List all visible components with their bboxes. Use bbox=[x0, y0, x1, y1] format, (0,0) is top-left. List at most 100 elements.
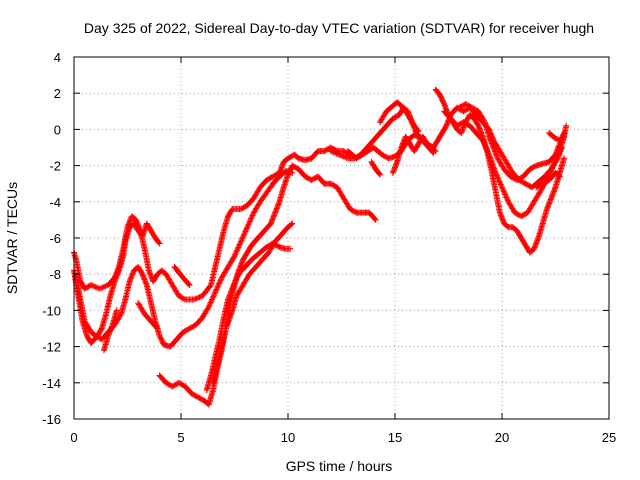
data-point bbox=[82, 284, 89, 291]
data-point bbox=[528, 165, 535, 172]
data-point bbox=[426, 142, 433, 149]
data-point bbox=[290, 163, 297, 170]
data-point bbox=[90, 283, 97, 290]
data-point bbox=[163, 379, 170, 386]
data-point bbox=[196, 294, 203, 301]
data-point bbox=[239, 234, 246, 241]
series-arc-9 bbox=[210, 220, 296, 386]
data-point bbox=[515, 211, 522, 218]
series-arc-14 bbox=[389, 104, 497, 176]
data-point bbox=[291, 164, 298, 171]
data-point bbox=[430, 149, 437, 156]
data-point bbox=[157, 334, 164, 341]
data-point bbox=[289, 162, 296, 169]
data-point bbox=[469, 104, 476, 111]
chart-title: Day 325 of 2022, Sidereal Day-to-day VTE… bbox=[84, 20, 594, 36]
data-point bbox=[156, 332, 163, 339]
data-point bbox=[558, 144, 565, 151]
data-point bbox=[243, 225, 250, 232]
y-axis-label: SDTVAR / TECUs bbox=[4, 182, 20, 294]
y-tick-label: -14 bbox=[42, 376, 61, 391]
axis-ticks bbox=[73, 56, 610, 420]
data-point bbox=[350, 208, 357, 215]
data-point bbox=[267, 174, 274, 181]
data-point bbox=[85, 283, 92, 290]
data-point bbox=[98, 326, 105, 333]
data-point bbox=[205, 305, 212, 312]
data-point bbox=[170, 382, 177, 389]
data-point bbox=[138, 269, 145, 276]
data-point bbox=[195, 394, 202, 401]
series-arc-6 bbox=[171, 263, 193, 289]
data-point bbox=[481, 140, 488, 147]
data-point bbox=[493, 172, 500, 179]
data-point bbox=[436, 92, 443, 99]
data-point bbox=[211, 290, 218, 297]
data-point bbox=[166, 381, 173, 388]
data-point bbox=[239, 205, 246, 212]
data-point bbox=[334, 151, 341, 158]
data-point bbox=[212, 289, 219, 296]
data-point bbox=[177, 293, 184, 300]
data-point bbox=[240, 204, 247, 211]
data-point bbox=[501, 190, 508, 197]
data-point bbox=[158, 336, 165, 343]
data-point bbox=[467, 103, 474, 110]
data-point bbox=[92, 332, 99, 339]
data-point bbox=[559, 134, 566, 141]
data-point bbox=[243, 227, 250, 234]
data-point bbox=[287, 166, 294, 173]
data-point bbox=[376, 170, 383, 177]
data-point bbox=[327, 148, 334, 155]
y-tick-label: -12 bbox=[42, 340, 61, 355]
data-point bbox=[99, 284, 106, 291]
data-point bbox=[180, 295, 187, 302]
data-point bbox=[492, 169, 499, 176]
data-point bbox=[518, 178, 525, 185]
data-point bbox=[511, 209, 518, 216]
data-point bbox=[217, 277, 224, 284]
data-point bbox=[205, 303, 212, 310]
data-point bbox=[534, 183, 541, 190]
data-point bbox=[438, 95, 445, 102]
data-point bbox=[210, 293, 217, 300]
data-point bbox=[555, 172, 562, 179]
data-point bbox=[156, 240, 163, 247]
data-point bbox=[193, 393, 200, 400]
data-point bbox=[235, 244, 242, 251]
data-point bbox=[497, 179, 504, 186]
data-point bbox=[215, 282, 222, 289]
data-point bbox=[377, 171, 384, 178]
data-point bbox=[442, 123, 449, 130]
data-point bbox=[331, 182, 338, 189]
data-point bbox=[244, 224, 251, 231]
y-tick-label: 4 bbox=[54, 50, 61, 65]
data-point bbox=[178, 381, 185, 388]
y-tick-label: -6 bbox=[49, 231, 61, 246]
data-point bbox=[207, 283, 214, 290]
x-tick-label: 0 bbox=[70, 430, 77, 445]
data-point bbox=[153, 324, 160, 331]
data-point bbox=[513, 210, 520, 217]
data-point bbox=[246, 219, 253, 226]
data-point bbox=[288, 221, 295, 228]
data-point bbox=[178, 294, 185, 301]
data-point bbox=[539, 180, 546, 187]
data-point bbox=[483, 145, 490, 152]
data-point bbox=[553, 156, 560, 163]
data-point bbox=[248, 215, 255, 222]
data-point bbox=[195, 294, 202, 301]
data-point bbox=[461, 107, 468, 114]
data-point bbox=[236, 241, 243, 248]
series-arc-12 bbox=[368, 158, 384, 178]
data-point bbox=[240, 232, 247, 239]
data-point bbox=[239, 235, 246, 242]
data-point bbox=[391, 114, 398, 121]
data-point bbox=[214, 284, 221, 291]
series-arc-16 bbox=[441, 108, 570, 220]
data-point bbox=[349, 207, 356, 214]
data-point bbox=[98, 285, 105, 292]
data-point bbox=[458, 103, 465, 110]
